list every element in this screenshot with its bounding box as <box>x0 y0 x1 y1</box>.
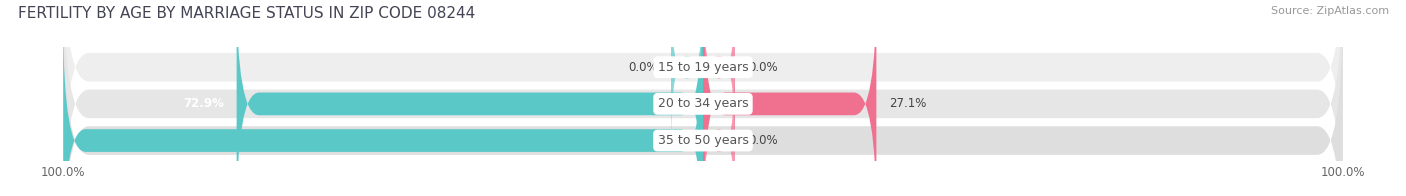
FancyBboxPatch shape <box>703 60 735 196</box>
Text: FERTILITY BY AGE BY MARRIAGE STATUS IN ZIP CODE 08244: FERTILITY BY AGE BY MARRIAGE STATUS IN Z… <box>18 6 475 21</box>
Text: Source: ZipAtlas.com: Source: ZipAtlas.com <box>1271 6 1389 16</box>
Text: 15 to 19 years: 15 to 19 years <box>658 61 748 74</box>
FancyBboxPatch shape <box>63 8 1343 196</box>
FancyBboxPatch shape <box>236 0 703 196</box>
Text: 27.1%: 27.1% <box>889 97 927 110</box>
FancyBboxPatch shape <box>703 0 735 148</box>
Text: 100.0%: 100.0% <box>1 134 51 147</box>
Text: 0.0%: 0.0% <box>748 61 778 74</box>
FancyBboxPatch shape <box>63 0 1343 196</box>
FancyBboxPatch shape <box>703 0 876 196</box>
FancyBboxPatch shape <box>63 24 703 196</box>
Text: 72.9%: 72.9% <box>183 97 224 110</box>
Text: 35 to 50 years: 35 to 50 years <box>658 134 748 147</box>
Text: 20 to 34 years: 20 to 34 years <box>658 97 748 110</box>
Text: 0.0%: 0.0% <box>748 134 778 147</box>
FancyBboxPatch shape <box>63 0 1343 196</box>
FancyBboxPatch shape <box>671 0 703 148</box>
Text: 0.0%: 0.0% <box>628 61 658 74</box>
